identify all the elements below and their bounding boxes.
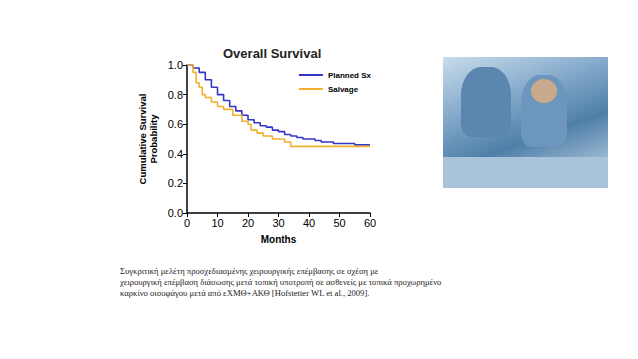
svg-text:0.6: 0.6 — [168, 118, 183, 130]
svg-text:0: 0 — [184, 217, 190, 229]
svg-text:Months: Months — [261, 234, 297, 245]
svg-text:1.0: 1.0 — [168, 59, 183, 71]
svg-text:10: 10 — [211, 217, 223, 229]
svg-text:0.0: 0.0 — [168, 207, 183, 219]
svg-text:60: 60 — [364, 217, 376, 229]
svg-text:20: 20 — [242, 217, 254, 229]
html-text:χειρουργική επέμβαση διάσωσης: χειρουργική επέμβαση διάσωσης μετά τοπικ… — [120, 277, 442, 287]
svg-text:Planned Sx: Planned Sx — [328, 71, 372, 80]
svg-text:0.4: 0.4 — [168, 148, 183, 160]
svg-text:Cumulative Survival: Cumulative Survival — [137, 94, 148, 185]
svg-text:Probability: Probability — [148, 114, 159, 164]
svg-text:0.8: 0.8 — [168, 89, 183, 101]
svg-text:Overall Survival: Overall Survival — [223, 46, 321, 61]
svg-text:30: 30 — [272, 217, 284, 229]
svg-text:Salvage: Salvage — [328, 85, 359, 94]
html-text:καρκίνο οισοφάγου μετά από εΧΜ: καρκίνο οισοφάγου μετά από εΧΜΘ+ΑΚΘ [Hof… — [120, 288, 370, 298]
svg-text:40: 40 — [303, 217, 315, 229]
html-text:Συγκριτική μελέτη προσχεδιασμέ: Συγκριτική μελέτη προσχεδιασμένης χειρου… — [120, 266, 379, 276]
svg-text:0.2: 0.2 — [168, 177, 183, 189]
svg-text:50: 50 — [333, 217, 345, 229]
